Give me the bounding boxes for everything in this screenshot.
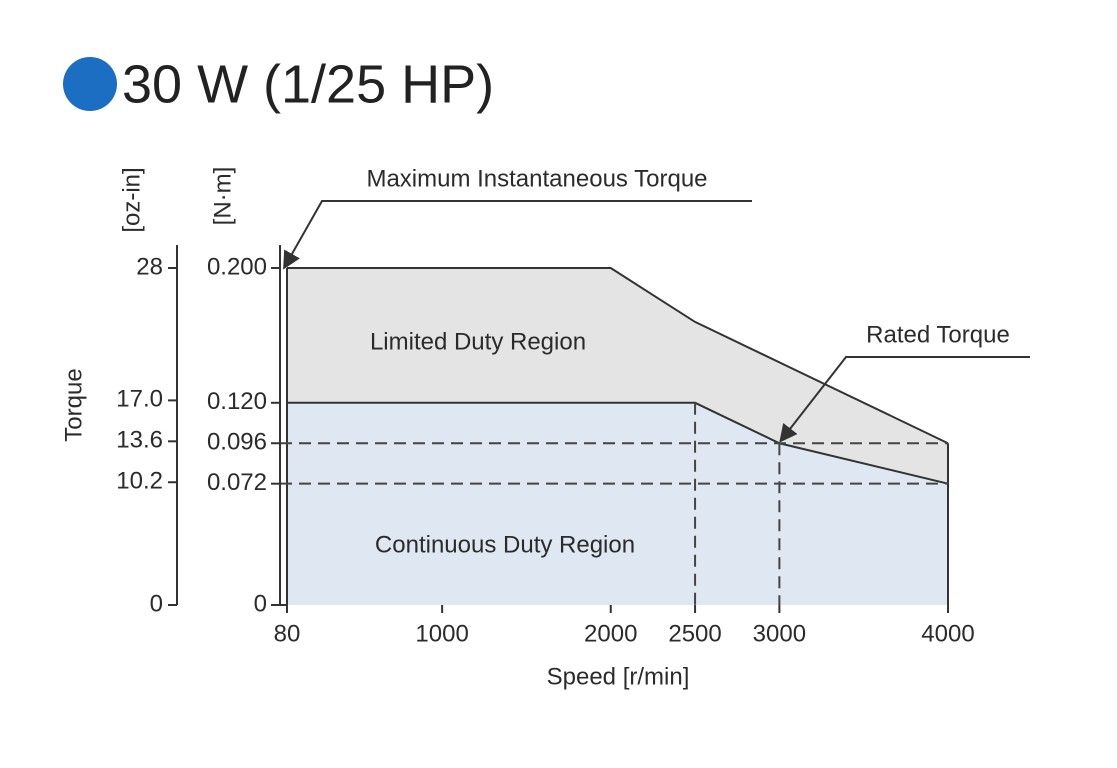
x-tick-label: 2500 bbox=[668, 620, 721, 647]
y2-tick-label: 0 bbox=[150, 590, 163, 617]
y-tick-label: 0.096 bbox=[207, 429, 267, 456]
region-label: Continuous Duty Region bbox=[375, 531, 635, 558]
y-unit: [N·m] bbox=[209, 167, 236, 226]
x-tick-label: 4000 bbox=[921, 620, 974, 647]
y2-tick-label: 28 bbox=[136, 253, 163, 280]
x-tick-label: 2000 bbox=[584, 620, 637, 647]
y2-tick-label: 17.0 bbox=[116, 386, 163, 413]
x-label: Speed [r/min] bbox=[547, 663, 690, 690]
y2-tick-label: 13.6 bbox=[116, 427, 163, 454]
annotation: Rated Torque bbox=[866, 321, 1010, 348]
y-label: Torque bbox=[60, 368, 87, 441]
x-tick-label: 3000 bbox=[753, 620, 806, 647]
annotation: Maximum Instantaneous Torque bbox=[366, 165, 707, 192]
y-tick-label: 0.072 bbox=[207, 469, 267, 496]
annotation-leader bbox=[283, 200, 752, 270]
y-tick-label: 0.120 bbox=[207, 388, 267, 415]
region-outline bbox=[287, 401, 949, 485]
y2-tick-label: 10.2 bbox=[116, 468, 163, 495]
region-outline bbox=[287, 267, 949, 445]
y-tick-label: 0 bbox=[254, 590, 267, 617]
y-tick-label: 0.200 bbox=[207, 253, 267, 280]
chart-title: 30 W (1/25 HP) bbox=[122, 54, 494, 114]
region-fill bbox=[287, 402, 948, 605]
x-tick-label: 80 bbox=[274, 620, 301, 647]
annotation-leader bbox=[779, 356, 1030, 443]
title-bullet bbox=[63, 57, 117, 111]
region-label: Limited Duty Region bbox=[370, 328, 586, 355]
y2-unit: [oz-in] bbox=[118, 167, 145, 232]
x-tick-label: 1000 bbox=[415, 620, 468, 647]
